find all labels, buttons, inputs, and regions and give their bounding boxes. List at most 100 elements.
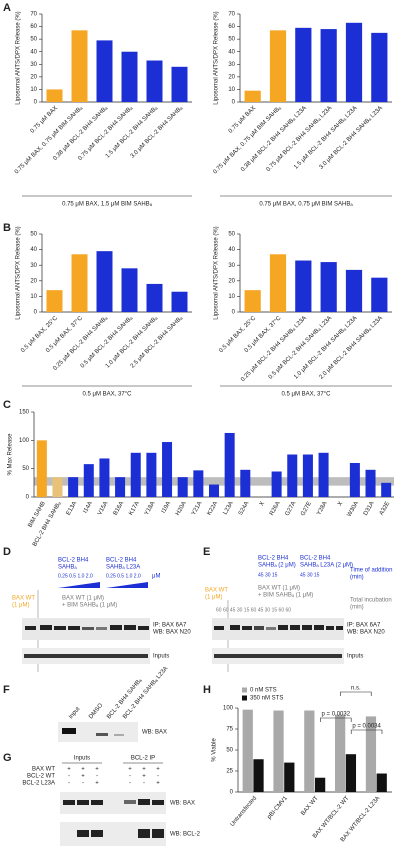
bar xyxy=(171,66,188,102)
y-tick-label: 10 xyxy=(228,294,235,300)
y-tick-label: 60 xyxy=(228,24,235,30)
y-tick-label: 30 xyxy=(30,263,37,269)
annotation: n.s. xyxy=(351,686,361,692)
y-tick-label: 70 xyxy=(228,12,235,18)
bar xyxy=(193,470,204,497)
y-tick-label: 50 xyxy=(228,232,235,238)
x-tick-label: L23A xyxy=(223,501,235,516)
group-label: 0.75 μM BAX, 0.75 μM BIM SAHBₐ xyxy=(259,202,353,208)
y-tick-label: 50 xyxy=(226,748,233,754)
y-tick-label: 150 xyxy=(19,410,30,416)
bar xyxy=(271,471,282,497)
sign: - xyxy=(96,774,98,780)
conc: 0.25 0.5 1.0 2.0 xyxy=(106,573,141,579)
sign: + xyxy=(67,767,71,773)
sign: - xyxy=(157,774,159,780)
header: SAHBₐ xyxy=(58,565,77,571)
blot-label: Inputs xyxy=(153,654,169,660)
bar xyxy=(83,464,94,497)
bar xyxy=(96,251,113,312)
x-tick-label: K22A xyxy=(207,501,220,517)
bar xyxy=(36,440,47,497)
legend-label: 0 nM STS xyxy=(250,688,277,694)
y-tick-label: 0 xyxy=(232,100,236,106)
x-tick-label: 2.5 μM BCL-2 BH4 SAHBₐ xyxy=(130,315,185,370)
y-tick-label: 0 xyxy=(230,790,234,796)
y-tick-label: 50 xyxy=(30,37,37,43)
sign: + xyxy=(81,767,85,773)
bar xyxy=(345,754,357,792)
x-tick-label: BCL-2 BH4 SAHBₐ xyxy=(32,500,63,547)
reference-band xyxy=(34,477,394,486)
y-axis-title: % Viable xyxy=(212,738,218,762)
panel-e: BCL-2 BH4 SAHBₐ (2 μM) BCL-2 BH4 SAHBₐ L… xyxy=(205,556,392,672)
group-label: 0.5 μM BAX, 37°C xyxy=(83,392,133,398)
sign: + xyxy=(142,774,146,780)
label: BAX WT (1 μM) xyxy=(62,596,104,602)
bar xyxy=(345,22,363,102)
y-tick-label: 75 xyxy=(226,727,233,733)
sign: + xyxy=(156,781,160,787)
x-tick-label: I19A xyxy=(161,501,172,515)
bar xyxy=(68,477,79,497)
y-tick-label: 10 xyxy=(30,87,37,93)
sign: - xyxy=(68,781,70,787)
y-axis-title: Liposomal ANTS/DPX Release (%) xyxy=(214,226,220,319)
panel-label: B xyxy=(3,222,11,234)
panel-label: F xyxy=(3,684,10,696)
x-tick-label: pBI-CMV1 xyxy=(267,795,290,821)
panel-d: BCL-2 BH4 SAHBₐ BCL-2 BH4 SAHBₐ L23A 0.2… xyxy=(12,558,191,672)
bar xyxy=(315,777,326,792)
bar xyxy=(121,51,138,102)
bar xyxy=(345,269,363,312)
bar xyxy=(177,477,188,497)
legend-label: 350 nM STS xyxy=(250,696,283,702)
bar xyxy=(146,60,163,102)
y-tick-label: 20 xyxy=(30,278,37,284)
bar xyxy=(376,773,387,792)
y-tick-label: 50 xyxy=(228,37,235,43)
x-tick-label: 0.5 μM BCL-2 BH4 SAHBₐ xyxy=(80,315,135,370)
bracket xyxy=(320,717,352,722)
y-tick-label: 100 xyxy=(19,438,30,444)
x-tick-label: R26A xyxy=(269,501,282,517)
bar xyxy=(273,710,284,792)
sign: + xyxy=(95,767,99,773)
bar xyxy=(371,32,388,102)
bar xyxy=(371,277,388,312)
y-tick-label: 50 xyxy=(30,232,37,238)
x-tick-label: G27A xyxy=(284,501,297,517)
y-tick-label: 0 xyxy=(232,310,236,316)
header: BCL-2 BH4 xyxy=(300,556,331,562)
blot-label: IP: BAX 6A7 xyxy=(153,623,187,629)
y-axis-title: % Max Release xyxy=(8,433,14,476)
x-tick-label: G27E xyxy=(300,501,313,517)
time: 45 30 15 xyxy=(300,572,320,578)
x-tick-label: Untransfected xyxy=(230,795,259,827)
bar xyxy=(365,469,376,497)
label: (min) xyxy=(350,605,364,611)
bar xyxy=(269,254,287,312)
bar xyxy=(146,283,163,312)
sign: - xyxy=(129,774,131,780)
sign: + xyxy=(156,767,160,773)
group-label: BCL-2 IP xyxy=(131,756,155,762)
x-tick-label: 1.0 μM BCL-2 BH4 SAHBₐ xyxy=(105,315,160,370)
group-label: 0.5 μM BAX, 37°C xyxy=(282,392,332,398)
bracket xyxy=(340,691,372,696)
sign: + xyxy=(142,767,146,773)
bar xyxy=(284,762,295,792)
panel-label: A xyxy=(3,2,11,14)
bar xyxy=(335,714,346,792)
legend-swatch xyxy=(242,695,247,701)
x-tick-label: S24A xyxy=(238,501,251,517)
y-tick-label: 30 xyxy=(30,62,37,68)
y-tick-label: 40 xyxy=(30,49,37,55)
label: BAX WT xyxy=(12,596,35,602)
y-tick-label: 30 xyxy=(228,62,235,68)
panel-f: Input DMSO BCL-2 BH4 SAHBₐ BCL-2 BH4 SAH… xyxy=(58,666,169,742)
blot-label: WB: BAX N20 xyxy=(153,630,191,636)
y-tick-label: 0 xyxy=(34,310,38,316)
label: Time of addition xyxy=(350,568,392,574)
blot xyxy=(60,792,166,814)
